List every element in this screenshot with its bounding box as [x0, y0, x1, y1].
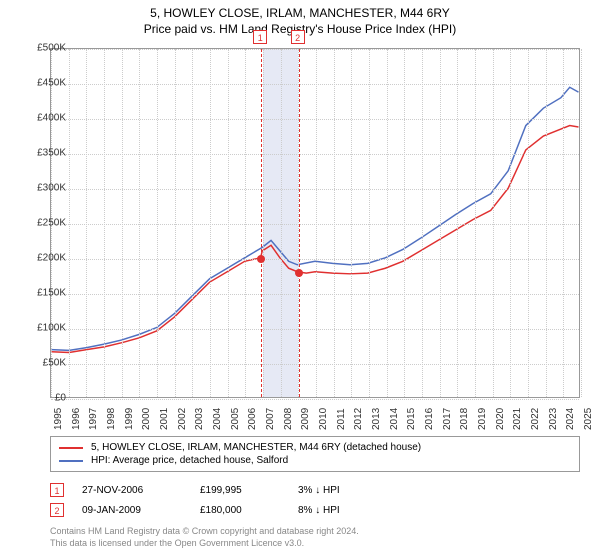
x-axis-label: 2021	[512, 408, 523, 430]
series-line-hpi	[52, 87, 579, 350]
sales-table: 1 27-NOV-2006 £199,995 3% ↓ HPI 2 09-JAN-2009…	[50, 480, 580, 520]
chart-svg	[51, 49, 579, 397]
x-axis-label: 2022	[530, 408, 541, 430]
legend-row-property: 5, HOWLEY CLOSE, IRLAM, MANCHESTER, M44 …	[59, 441, 571, 454]
legend-swatch-hpi	[59, 460, 83, 462]
sale-price: £180,000	[200, 505, 280, 516]
legend-label-hpi: HPI: Average price, detached house, Salf…	[91, 455, 288, 466]
legend-block: 5, HOWLEY CLOSE, IRLAM, MANCHESTER, M44 …	[50, 436, 580, 549]
x-axis-label: 2009	[300, 408, 311, 430]
legend-swatch-property	[59, 447, 83, 449]
y-axis-label: £450K	[37, 78, 66, 89]
x-axis-label: 2010	[318, 408, 329, 430]
marker-dot-1	[257, 255, 265, 263]
sale-row: 2 09-JAN-2009 £180,000 8% ↓ HPI	[50, 500, 580, 520]
marker-box-2: 2	[291, 30, 305, 44]
x-axis-label: 2017	[442, 408, 453, 430]
x-axis-label: 2013	[371, 408, 382, 430]
y-axis-label: £500K	[37, 43, 66, 54]
sale-marker: 2	[50, 503, 64, 517]
marker-dot-2	[295, 269, 303, 277]
y-axis-label: £350K	[37, 148, 66, 159]
legend-row-hpi: HPI: Average price, detached house, Salf…	[59, 454, 571, 467]
legend-label-property: 5, HOWLEY CLOSE, IRLAM, MANCHESTER, M44 …	[91, 442, 421, 453]
x-axis-label: 1996	[71, 408, 82, 430]
x-axis-label: 2005	[230, 408, 241, 430]
legend-box: 5, HOWLEY CLOSE, IRLAM, MANCHESTER, M44 …	[50, 436, 580, 472]
sale-price: £199,995	[200, 485, 280, 496]
x-axis-label: 2002	[177, 408, 188, 430]
chart-title: 5, HOWLEY CLOSE, IRLAM, MANCHESTER, M44 …	[0, 0, 600, 20]
y-axis-label: £150K	[37, 288, 66, 299]
y-axis-label: £300K	[37, 183, 66, 194]
x-axis-label: 2012	[353, 408, 364, 430]
x-axis-label: 2007	[265, 408, 276, 430]
x-axis-label: 1997	[88, 408, 99, 430]
x-axis-label: 2020	[495, 408, 506, 430]
sale-delta: 3% ↓ HPI	[298, 485, 388, 496]
x-axis-label: 2014	[389, 408, 400, 430]
x-axis-label: 2025	[583, 408, 594, 430]
marker-line-2	[299, 49, 300, 397]
footer-line1: Contains HM Land Registry data © Crown c…	[50, 526, 580, 538]
marker-line-1	[261, 49, 262, 397]
chart-plot-area	[50, 48, 580, 398]
x-axis-label: 1995	[53, 408, 64, 430]
footer-attribution: Contains HM Land Registry data © Crown c…	[50, 526, 580, 549]
y-axis-label: £0	[55, 393, 66, 404]
x-axis-label: 2004	[212, 408, 223, 430]
y-axis-label: £400K	[37, 113, 66, 124]
x-axis-label: 2001	[159, 408, 170, 430]
sale-marker: 1	[50, 483, 64, 497]
y-axis-label: £50K	[43, 358, 66, 369]
x-axis-label: 2019	[477, 408, 488, 430]
footer-line2: This data is licensed under the Open Gov…	[50, 538, 580, 550]
x-axis-label: 1998	[106, 408, 117, 430]
x-axis-label: 2018	[459, 408, 470, 430]
x-axis-label: 2003	[194, 408, 205, 430]
marker-box-1: 1	[253, 30, 267, 44]
y-axis-label: £200K	[37, 253, 66, 264]
x-axis-label: 2006	[247, 408, 258, 430]
x-axis-label: 2008	[283, 408, 294, 430]
x-axis-label: 2000	[141, 408, 152, 430]
x-axis-label: 2024	[565, 408, 576, 430]
x-axis-label: 1999	[124, 408, 135, 430]
sale-delta: 8% ↓ HPI	[298, 505, 388, 516]
series-line-property	[52, 126, 579, 353]
x-axis-label: 2015	[406, 408, 417, 430]
y-axis-label: £250K	[37, 218, 66, 229]
x-axis-label: 2023	[548, 408, 559, 430]
y-axis-label: £100K	[37, 323, 66, 334]
sale-date: 09-JAN-2009	[82, 505, 182, 516]
sale-row: 1 27-NOV-2006 £199,995 3% ↓ HPI	[50, 480, 580, 500]
x-axis-label: 2011	[336, 408, 347, 430]
x-axis-label: 2016	[424, 408, 435, 430]
sale-date: 27-NOV-2006	[82, 485, 182, 496]
